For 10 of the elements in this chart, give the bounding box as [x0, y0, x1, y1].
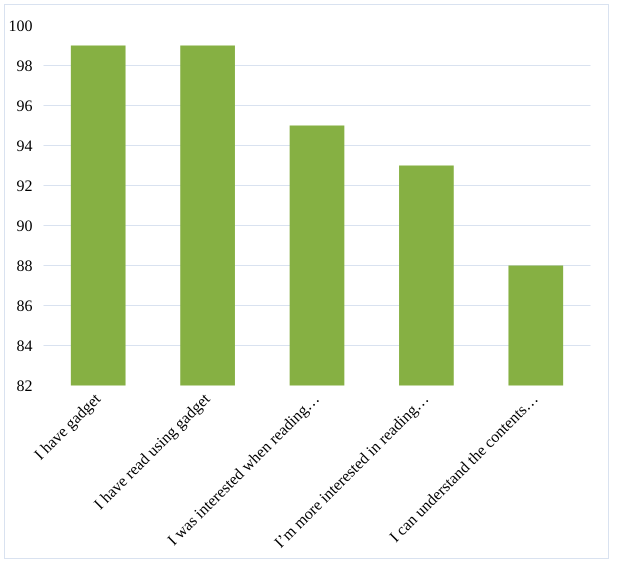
y-tick-label: 92: [16, 178, 32, 195]
y-tick-label: 82: [16, 378, 32, 395]
y-tick-label: 84: [16, 338, 32, 355]
y-tick-label: 86: [16, 298, 32, 315]
y-tick-label: 90: [16, 218, 32, 235]
y-tick-label: 88: [16, 258, 32, 275]
y-tick-label: 100: [8, 18, 32, 35]
y-tick-label: 94: [16, 138, 32, 155]
y-tick-label: 96: [16, 98, 32, 115]
y-tick-label: 98: [16, 58, 32, 75]
